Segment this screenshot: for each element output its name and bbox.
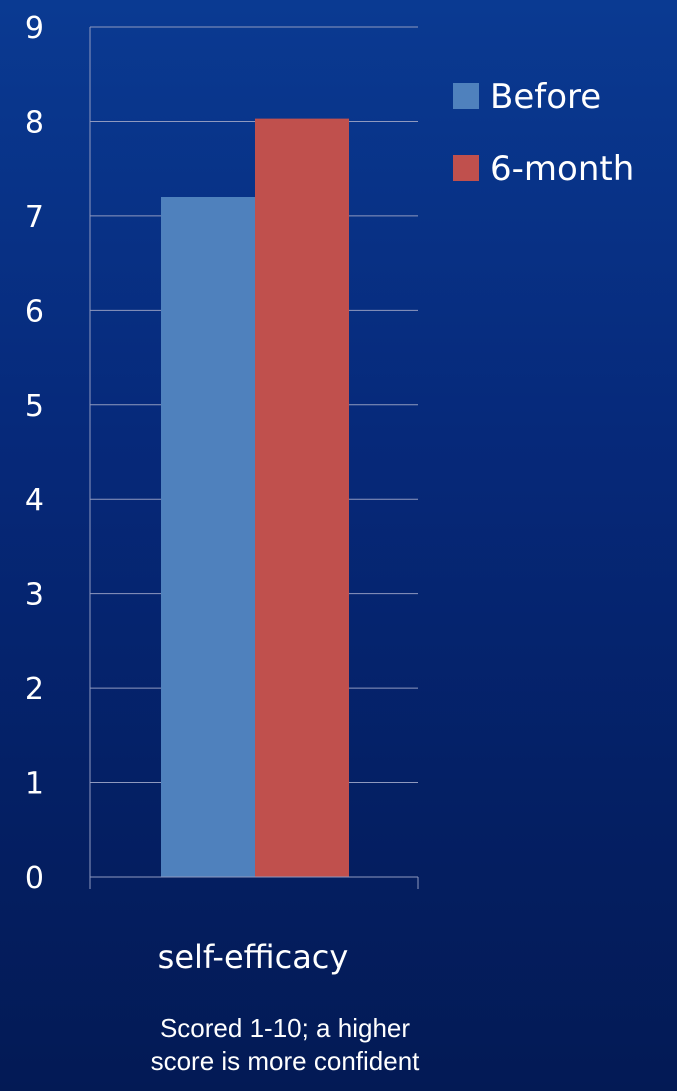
footnote-line-1: Scored 1-10; a higher	[159, 1013, 411, 1043]
y-tick-label-2: 2	[25, 672, 44, 707]
footnote-line-2: score is more confident	[150, 1046, 420, 1076]
y-tick-label-0: 0	[25, 861, 44, 896]
y-tick-label-9: 9	[25, 11, 44, 46]
y-tick-label-7: 7	[25, 200, 44, 235]
y-axis-tick-labels: 0 1 2 3 4 5 6 7 8 9	[25, 11, 44, 896]
legend: Before 6-month	[453, 77, 634, 189]
bar-before	[161, 197, 255, 877]
y-tick-label-8: 8	[25, 105, 44, 140]
x-axis-tick-marks	[89, 27, 419, 889]
y-tick-label-3: 3	[25, 578, 44, 613]
legend-swatch-before	[453, 83, 479, 109]
y-tick-label-5: 5	[25, 389, 44, 424]
y-tick-label-4: 4	[25, 483, 44, 518]
bar-6-month	[255, 118, 349, 878]
y-tick-label-1: 1	[25, 767, 44, 802]
category-label-self-efficacy: self-efficacy	[158, 938, 349, 976]
legend-label-6-month: 6-month	[490, 149, 634, 189]
y-tick-label-6: 6	[25, 294, 44, 329]
legend-label-before: Before	[490, 77, 601, 117]
legend-swatch-6-month	[453, 155, 479, 181]
bars	[161, 118, 349, 878]
